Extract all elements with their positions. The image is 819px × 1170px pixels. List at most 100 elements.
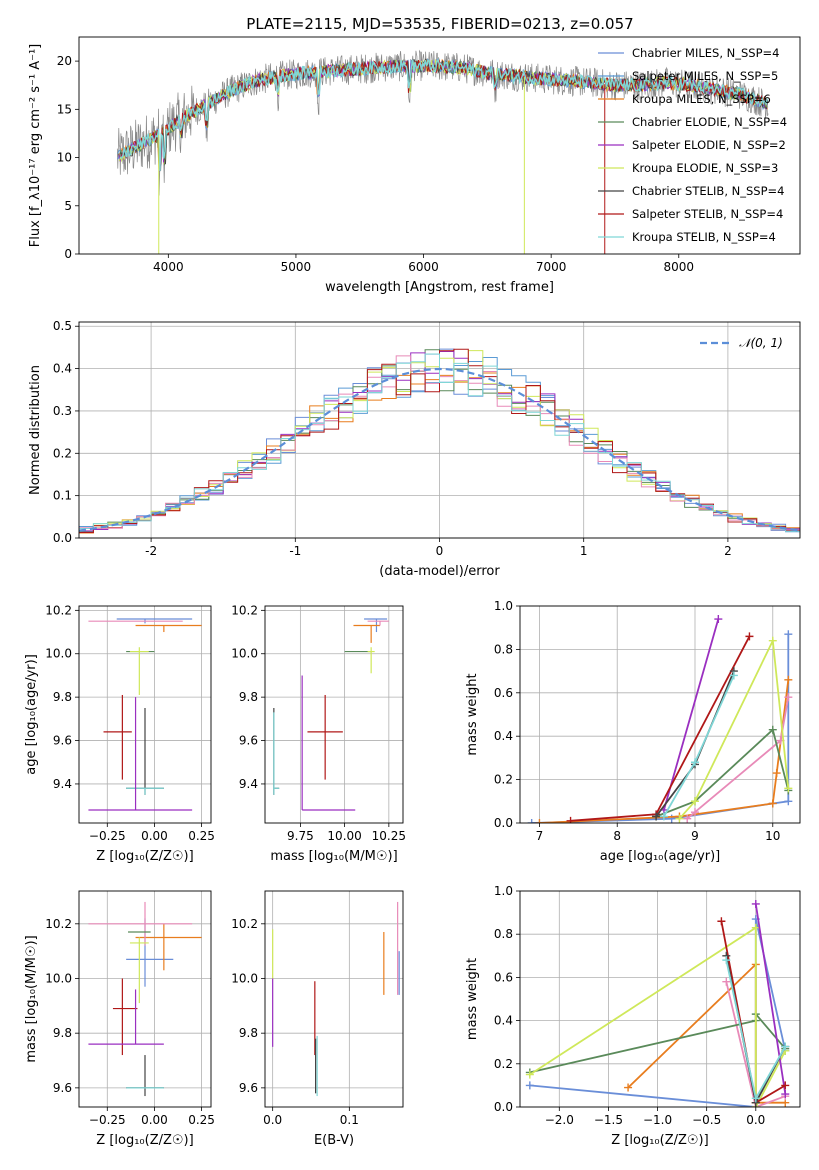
legend-label: Kroupa MILES, N_SSP=6 <box>632 92 771 106</box>
errorbar-point <box>129 647 149 695</box>
x-tick-label: 4000 <box>153 260 184 274</box>
legend-label: Chabrier STELIB, N_SSP=4 <box>632 184 784 198</box>
mass-weight-marker <box>525 1081 534 1090</box>
y-tick-label: 1.0 <box>494 884 513 898</box>
axes-frame <box>264 605 404 824</box>
y-axis-label: mass weight <box>465 673 480 755</box>
legend-label: 𝒩(0, 1) <box>739 336 783 350</box>
y-tick-label: 9.8 <box>239 690 258 704</box>
x-tick-label: 7 <box>536 829 544 843</box>
mass-weight-marker <box>751 1094 760 1103</box>
x-tick-label: −2.0 <box>545 1113 574 1127</box>
legend: Chabrier MILES, N_SSP=4 Salpeter MILES, N… <box>598 46 787 244</box>
x-tick-label: 0.25 <box>188 829 215 843</box>
mass-weight-marker <box>745 632 754 641</box>
x-tick-label: −1.0 <box>643 1113 672 1127</box>
mass-weight-marker <box>659 812 668 821</box>
mass-weight-marker <box>751 899 760 908</box>
mass-weight-marker <box>781 1081 790 1090</box>
y-tick-label: 10.0 <box>45 647 72 661</box>
y-tick-label: 9.4 <box>53 777 72 791</box>
mass-weight-marker <box>768 799 777 808</box>
y-tick-label: 0.2 <box>494 773 513 787</box>
x-tick-label: 2 <box>724 544 732 558</box>
y-tick-label: 0.0 <box>53 531 72 545</box>
legend-label: Salpeter MILES, N_SSP=5 <box>632 69 778 83</box>
errorbar-point <box>126 787 164 795</box>
x-tick-label: 9 <box>691 829 699 843</box>
y-tick-label: 0.1 <box>53 489 72 503</box>
errorbar-point <box>367 647 375 674</box>
plot-area <box>88 618 202 811</box>
mass-weight-marker <box>729 671 738 680</box>
mass-weight-line <box>663 618 720 811</box>
x-tick-label: -2 <box>145 544 157 558</box>
plot-area <box>88 901 202 1097</box>
mass-weight-marker <box>768 725 777 734</box>
gaussian-curve-line <box>79 367 800 532</box>
y-tick-label: 0.8 <box>494 927 513 941</box>
y-tick-label: 9.8 <box>53 690 72 704</box>
errorbar-point <box>126 918 174 987</box>
panel-mass-vs-ebv: 0.0 0.1 9.6 9.8 10.0 10.2 E(B-V) <box>231 890 404 1148</box>
model-spectrum-line <box>119 57 768 171</box>
panel-weight-vs-z: −2.0 −1.5 −1.0 −0.5 0.0 0.0 0.2 0.4 0.6 0.8 1.0 Z [… <box>465 884 801 1148</box>
mass-weight-marker <box>527 819 536 823</box>
x-tick-label: 8 <box>613 829 621 843</box>
y-tick-label: 10.2 <box>231 917 258 931</box>
errorbar-point <box>135 923 202 971</box>
legend-label: Salpeter STELIB, N_SSP=4 <box>632 207 783 221</box>
mass-weight-marker <box>722 977 731 986</box>
errorbar-point <box>135 624 202 633</box>
panel-mass-vs-z: −0.25 0.00 0.25 9.6 9.8 10.0 10.2 Z [log₁₀(Z/Z☉… <box>24 890 215 1148</box>
y-tick-label: 0.2 <box>494 1057 513 1071</box>
x-axis-label: Z [log₁₀(Z/Z☉)] <box>96 849 193 864</box>
x-tick-label: 0 <box>436 544 444 558</box>
mass-weight-marker <box>535 819 544 823</box>
plot-area <box>272 901 400 1097</box>
errorbar-point <box>112 978 138 1056</box>
mass-weight-line <box>754 903 787 1095</box>
errorbar-point <box>103 694 132 780</box>
errorbar-point <box>126 1055 164 1097</box>
mass-weight-marker <box>751 923 760 932</box>
mass-weight-marker <box>683 814 692 823</box>
y-tick-label: 0.4 <box>494 729 513 743</box>
axes-frame <box>519 605 801 824</box>
y-axis-label: Normed distribution <box>28 365 43 495</box>
x-tick-label: 0.0 <box>263 1113 282 1127</box>
x-tick-label: 10.00 <box>327 829 361 843</box>
y-tick-label: 0.0 <box>494 816 513 830</box>
y-tick-label: 9.6 <box>53 1081 72 1095</box>
mass-weight-marker <box>652 812 661 821</box>
y-tick-label: 10.0 <box>231 971 258 985</box>
mass-weight-line <box>570 635 751 822</box>
y-tick-label: 9.6 <box>53 734 72 748</box>
x-axis-label: age [log₁₀(age/yr)] <box>600 849 721 864</box>
y-tick-label: 0.5 <box>53 319 72 333</box>
legend-label: Kroupa STELIB, N_SSP=4 <box>632 230 776 244</box>
x-tick-label: 10.25 <box>372 829 406 843</box>
mass-weight-marker <box>624 1083 633 1092</box>
x-tick-label: −0.5 <box>692 1113 721 1127</box>
y-tick-label: 10 <box>57 151 72 165</box>
y-tick-label: 0.4 <box>53 362 72 376</box>
errorbar-point <box>126 707 164 795</box>
mass-weight-marker <box>714 615 723 624</box>
errorbar-point <box>88 901 193 946</box>
y-tick-label: 0.6 <box>494 970 513 984</box>
x-tick-label: -1 <box>289 544 301 558</box>
x-tick-label: −0.25 <box>89 1113 126 1127</box>
mass-weight-line <box>531 634 790 823</box>
mass-weight-marker <box>772 769 781 778</box>
y-tick-label: 10.2 <box>45 917 72 931</box>
x-tick-label: 6000 <box>408 260 439 274</box>
y-axis-label: mass [log₁₀(M/M☉)] <box>24 935 39 1062</box>
x-axis-label: wavelength [Angstrom, rest frame] <box>325 280 554 295</box>
errorbar-point <box>301 675 356 811</box>
x-tick-label: 0.25 <box>188 1113 215 1127</box>
y-tick-label: 9.6 <box>239 1081 258 1095</box>
x-axis-label: Z [log₁₀(Z/Z☉)] <box>96 1133 193 1148</box>
plot-area <box>273 618 389 811</box>
y-tick-label: 0.4 <box>494 1014 513 1028</box>
